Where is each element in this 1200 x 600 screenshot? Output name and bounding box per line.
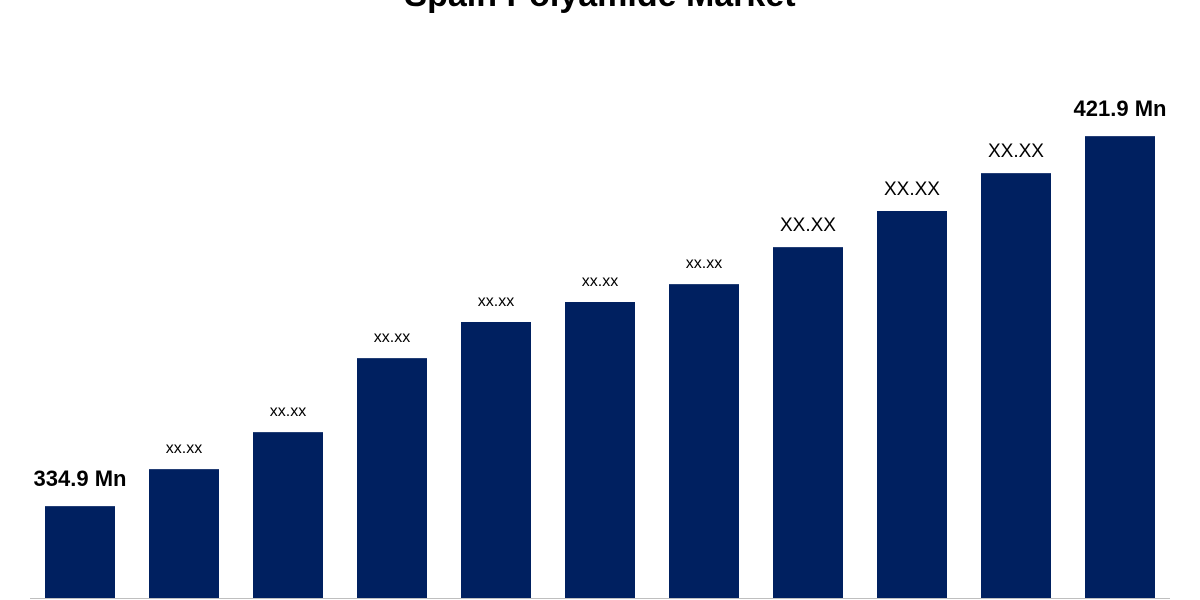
data-label: XX.XX	[780, 215, 836, 236]
data-label: XX.XX	[988, 141, 1044, 162]
bar	[669, 284, 739, 598]
data-label: xx.xx	[374, 329, 410, 346]
data-label: xx.xx	[166, 440, 202, 457]
bar	[45, 506, 115, 598]
bar	[1085, 136, 1155, 598]
data-label: XX.XX	[884, 179, 940, 200]
bar	[253, 432, 323, 598]
chart-title: Spain Polyamide Market	[404, 0, 795, 14]
data-label: 334.9 Mn	[34, 466, 127, 491]
data-label: xx.xx	[582, 273, 618, 290]
bar	[981, 173, 1051, 598]
data-label: 421.9 Mn	[1074, 96, 1167, 121]
bar	[565, 302, 635, 598]
bar	[149, 469, 219, 598]
bar	[773, 247, 843, 598]
data-label: xx.xx	[270, 403, 306, 420]
bar	[461, 321, 531, 598]
data-label: xx.xx	[478, 293, 514, 310]
bar	[877, 210, 947, 598]
bar	[357, 358, 427, 598]
data-label: xx.xx	[686, 255, 722, 272]
